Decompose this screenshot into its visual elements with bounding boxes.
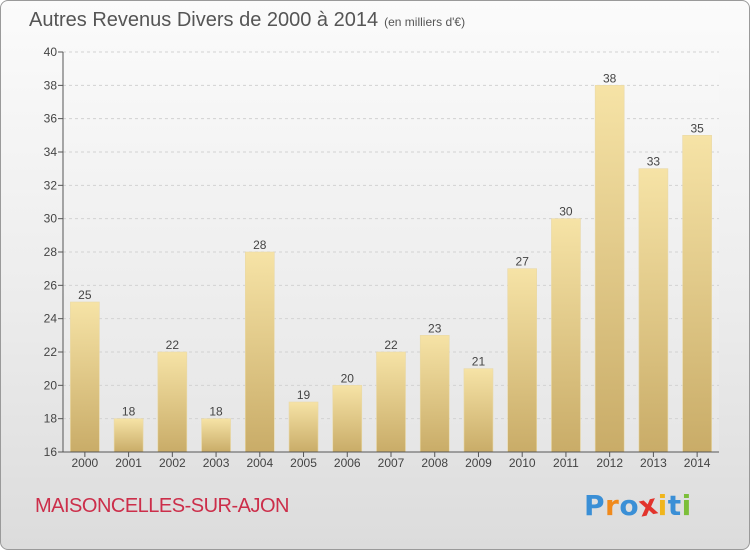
bar [419, 335, 450, 453]
x-tick-label: 2002 [159, 456, 186, 470]
x-tick-label: 2005 [290, 456, 317, 470]
y-tick-label: 24 [44, 312, 58, 326]
data-label: 18 [209, 405, 223, 419]
y-tick-label: 22 [44, 345, 58, 359]
data-label: 30 [559, 205, 573, 219]
logo-letter: i [681, 489, 692, 522]
bar [70, 301, 100, 453]
x-tick-label: 2008 [421, 456, 448, 470]
y-tick-label: 34 [44, 145, 58, 159]
data-label: 20 [341, 371, 355, 385]
chart-unit-note: (en milliers d'€) [384, 15, 466, 29]
y-tick-label: 26 [44, 278, 58, 292]
y-tick-label: 18 [44, 412, 58, 426]
chart-title: Autres Revenus Divers de 2000 à 2014 (en … [29, 9, 465, 32]
bar [332, 385, 363, 453]
bar [463, 368, 494, 453]
x-tick-label: 2013 [640, 456, 667, 470]
chart-title-text: Autres Revenus Divers de 2000 à 2014 [29, 9, 379, 31]
data-label: 18 [122, 405, 136, 419]
data-label: 33 [647, 155, 661, 169]
commune-name: MAISONCELLES-SUR-AJON [35, 495, 290, 517]
x-tick-label: 2012 [596, 456, 623, 470]
bar [682, 135, 712, 453]
logo-letter: i [657, 489, 668, 522]
y-tick-label: 30 [44, 212, 58, 226]
logo-letter: o [619, 489, 640, 522]
logo-letter: t [667, 489, 682, 522]
data-label: 21 [472, 355, 486, 369]
bar [288, 401, 319, 453]
data-label: 22 [384, 338, 398, 352]
x-tick-label: 2007 [378, 456, 405, 470]
y-tick-label: 20 [44, 378, 58, 392]
bar [507, 268, 538, 453]
y-tick-label: 28 [44, 245, 58, 259]
bar [638, 168, 669, 453]
y-tick-label: 36 [44, 112, 58, 126]
data-label: 28 [253, 238, 267, 252]
y-tick-label: 16 [44, 445, 58, 459]
y-tick-label: 38 [44, 78, 58, 92]
bar [594, 85, 625, 453]
x-tick-label: 2011 [553, 456, 579, 470]
y-tick-label: 40 [44, 45, 58, 59]
x-tick-label: 2006 [334, 456, 361, 470]
x-tick-label: 2014 [684, 456, 711, 470]
data-label: 27 [516, 255, 530, 269]
data-label: 35 [690, 121, 704, 135]
data-label: 19 [297, 388, 311, 402]
x-tick-label: 2004 [246, 456, 273, 470]
bar [551, 218, 581, 453]
bar [201, 418, 231, 453]
x-tick-label: 2000 [72, 456, 99, 470]
logo-letter: P [584, 489, 606, 522]
x-tick-label: 2003 [203, 456, 230, 470]
data-label: 38 [603, 71, 617, 85]
bar [245, 251, 275, 453]
bar [376, 351, 406, 453]
x-tick-label: 2009 [465, 456, 492, 470]
x-tick-label: 2010 [509, 456, 536, 470]
proxiti-logo: Proxiti [584, 487, 692, 523]
logo-letter: r [605, 489, 620, 522]
y-tick-label: 32 [44, 178, 58, 192]
bar [157, 351, 188, 453]
data-label: 22 [166, 338, 180, 352]
x-tick-label: 2001 [115, 456, 142, 470]
data-label: 25 [78, 288, 92, 302]
bar [113, 418, 144, 453]
data-label: 23 [428, 321, 442, 335]
